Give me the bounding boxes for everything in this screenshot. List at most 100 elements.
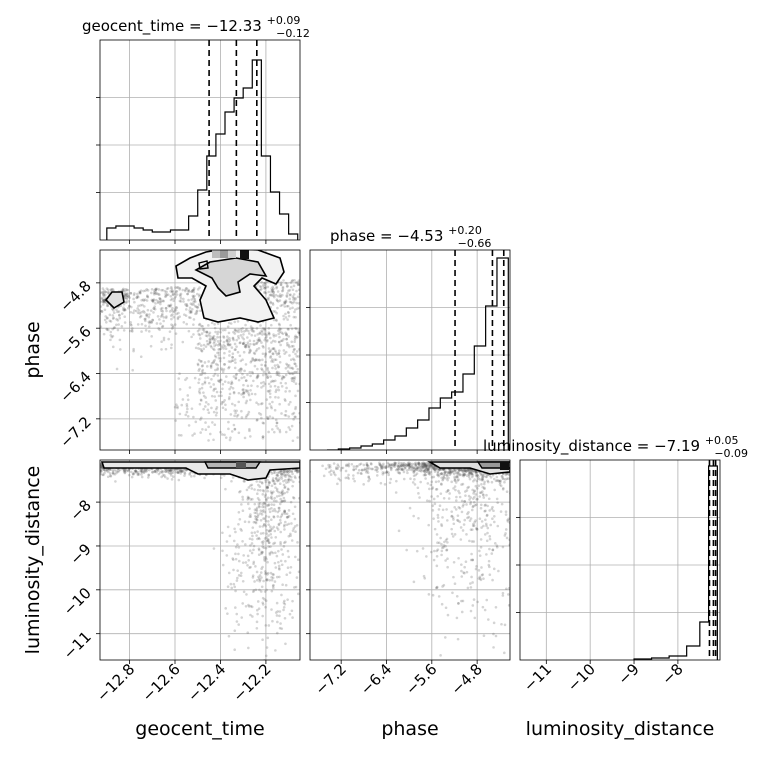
sample-point — [277, 352, 281, 355]
sample-point — [263, 495, 267, 498]
sample-point — [257, 411, 261, 415]
sample-point — [261, 488, 265, 492]
sample-point — [133, 469, 137, 473]
sample-point — [135, 309, 138, 313]
sample-point — [219, 344, 222, 347]
sample-point — [425, 470, 428, 473]
sample-point — [265, 374, 269, 377]
sample-point — [257, 336, 261, 340]
density-cell — [228, 250, 236, 258]
sample-point — [250, 328, 253, 332]
sample-point — [263, 290, 267, 294]
sample-point — [247, 345, 251, 348]
sample-point — [307, 538, 310, 541]
sample-point — [456, 473, 459, 477]
sample-point — [432, 468, 436, 472]
sample-point — [252, 351, 256, 355]
sample-point — [228, 392, 232, 396]
sample-point — [156, 301, 160, 305]
sample-point — [533, 496, 536, 499]
sample-point — [256, 492, 259, 496]
sample-point — [219, 430, 222, 434]
sample-point — [261, 510, 265, 513]
sample-point — [264, 353, 267, 356]
sample-point — [510, 567, 513, 570]
sample-point — [198, 333, 202, 337]
sample-point — [224, 347, 228, 351]
sample-point — [271, 288, 274, 292]
sample-point — [292, 350, 295, 354]
sample-point — [258, 588, 261, 592]
sample-point — [131, 473, 135, 476]
sample-point — [162, 319, 165, 323]
sample-point — [154, 288, 158, 292]
sample-point — [276, 473, 279, 477]
sample-point — [513, 528, 516, 531]
sample-point — [106, 291, 110, 294]
sample-point — [461, 482, 465, 486]
sample-point — [192, 474, 196, 478]
sample-point — [206, 342, 209, 346]
sample-point — [432, 466, 435, 469]
sample-point — [179, 468, 182, 472]
sample-point — [445, 474, 449, 478]
sample-point — [265, 557, 268, 561]
sample-point — [189, 316, 192, 320]
sample-point — [160, 314, 164, 317]
sample-point — [398, 464, 401, 468]
sample-point — [264, 493, 267, 497]
sample-point — [295, 350, 299, 353]
sample-point — [245, 327, 248, 331]
contour-inner — [194, 257, 268, 297]
sample-point — [503, 534, 507, 537]
sample-point — [131, 368, 134, 372]
sample-point — [226, 525, 230, 529]
sample-point — [102, 295, 106, 298]
sample-point — [434, 467, 438, 471]
sample-point — [293, 378, 296, 381]
sample-point — [166, 477, 169, 480]
sample-point — [242, 337, 246, 341]
sample-point — [274, 310, 277, 313]
sample-point — [132, 293, 136, 297]
sample-point — [265, 415, 269, 419]
sample-point — [207, 403, 210, 406]
sample-point — [145, 299, 149, 302]
sample-point — [292, 293, 296, 296]
sample-point — [546, 564, 549, 567]
sample-point — [255, 509, 259, 512]
sample-point — [272, 479, 276, 483]
sample-point — [297, 469, 300, 472]
sample-point — [242, 383, 245, 387]
sample-point — [210, 321, 214, 325]
sample-point — [259, 288, 262, 292]
sample-point — [178, 315, 181, 318]
sample-point — [398, 471, 401, 474]
sample-point — [227, 360, 231, 363]
sample-point — [237, 511, 241, 514]
sample-point — [217, 351, 221, 354]
sample-point — [280, 500, 283, 503]
sample-point — [295, 576, 299, 579]
sample-point — [460, 599, 463, 603]
sample-point — [200, 360, 203, 363]
sample-point — [426, 462, 430, 466]
sample-point — [424, 473, 427, 477]
sample-point — [264, 524, 268, 528]
sample-point — [139, 289, 143, 292]
sample-point — [294, 308, 297, 311]
sample-point — [266, 485, 269, 489]
sample-point — [158, 296, 161, 300]
sample-point — [278, 340, 281, 344]
sample-point — [139, 291, 142, 295]
sample-point — [105, 316, 109, 320]
sample-point — [254, 342, 258, 345]
sample-point — [198, 322, 202, 326]
sample-point — [147, 473, 151, 477]
sample-point — [130, 323, 133, 327]
sample-point — [271, 358, 274, 361]
sample-point — [115, 323, 118, 327]
sample-point — [408, 506, 412, 510]
sample-point — [261, 531, 265, 535]
sample-point — [244, 543, 247, 546]
